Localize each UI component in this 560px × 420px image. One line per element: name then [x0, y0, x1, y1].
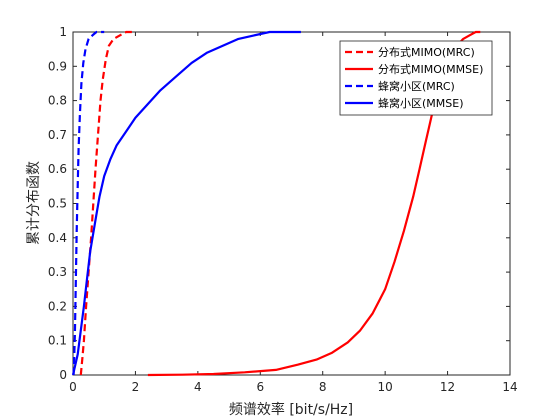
legend-entry-3: 蜂窝小区(MMSE) — [378, 96, 464, 110]
x-tick-label: 8 — [319, 380, 327, 394]
series-line-2 — [72, 30, 105, 376]
y-tick-label: 0.1 — [48, 334, 67, 348]
legend-entry-1: 分布式MIMO(MMSE) — [378, 63, 483, 76]
x-axis-title: 频谱效率 [bit/s/Hz] — [229, 401, 353, 418]
x-tick-label: 6 — [256, 380, 264, 394]
y-tick-label: 0.7 — [48, 128, 67, 142]
x-tick-label: 2 — [132, 380, 140, 394]
y-tick-label: 1 — [59, 25, 67, 39]
legend: 分布式MIMO(MRC) 分布式MIMO(MMSE) 蜂窝小区(MRC) 蜂窝小区(M… — [339, 40, 493, 116]
y-tick-label: 0.5 — [48, 197, 67, 211]
x-tick-label: 0 — [69, 380, 77, 394]
series-line-0 — [79, 30, 136, 376]
y-tick-label: 0.6 — [48, 162, 67, 176]
y-tick-label: 0.9 — [48, 59, 67, 73]
x-tick-label: 12 — [440, 380, 455, 394]
y-tick-label: 0.4 — [48, 231, 67, 245]
axis-ticks: 0 2 4 6 8 10 12 14 0 0.1 0.2 0.3 0.4 0.5 0.6 0.7 0.8 0.9 1 — [48, 25, 518, 394]
y-tick-label: 0.2 — [48, 299, 67, 313]
legend-entry-2: 蜂窝小区(MRC) — [378, 79, 455, 93]
series-line-3 — [71, 30, 301, 376]
y-tick-label: 0.3 — [48, 265, 67, 279]
y-axis-title: 累计分布函数 — [26, 161, 42, 245]
y-tick-label: 0.8 — [48, 94, 67, 108]
x-tick-label: 4 — [194, 380, 202, 394]
x-tick-label: 14 — [502, 380, 517, 394]
y-tick-label: 0 — [59, 368, 67, 382]
x-tick-label: 10 — [378, 380, 393, 394]
legend-entry-0: 分布式MIMO(MRC) — [378, 46, 475, 59]
